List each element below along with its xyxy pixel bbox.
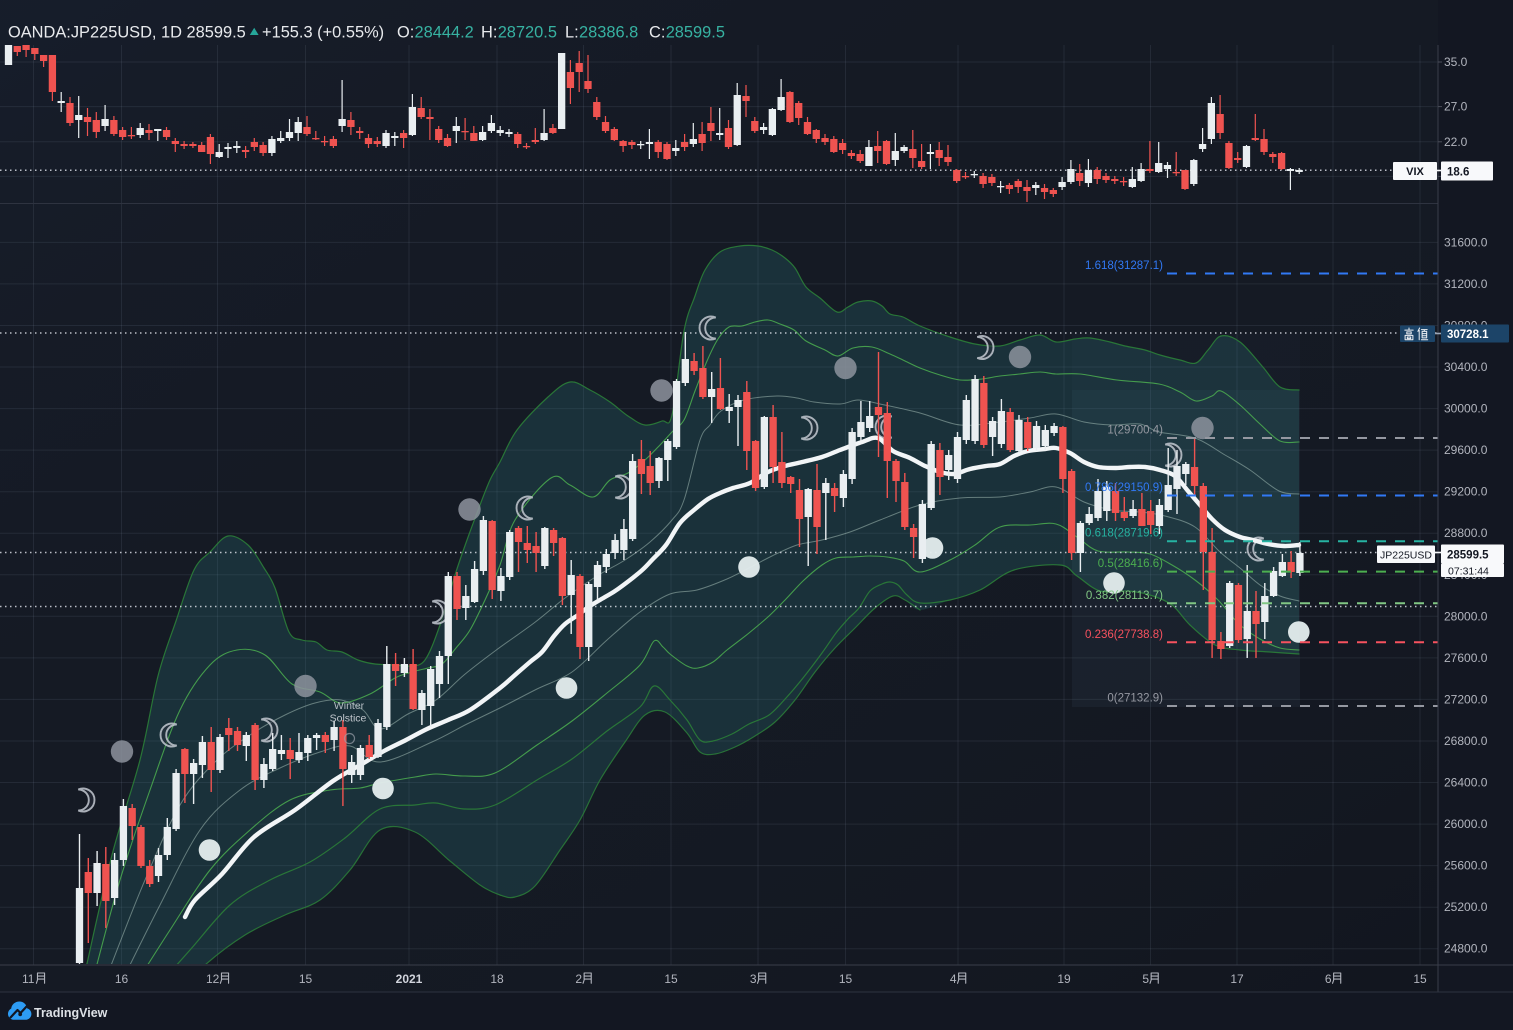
svg-text:1.618(31287.1): 1.618(31287.1) — [1085, 260, 1163, 272]
svg-text:12: 12 — [206, 972, 220, 986]
svg-text:28599.5: 28599.5 — [1447, 550, 1489, 562]
svg-text:0.618(28719.6): 0.618(28719.6) — [1085, 528, 1163, 540]
svg-text:28000.0: 28000.0 — [1444, 609, 1488, 623]
svg-text:15: 15 — [299, 972, 313, 986]
svg-text:24800.0: 24800.0 — [1444, 942, 1488, 956]
svg-text:28800.0: 28800.0 — [1444, 526, 1488, 540]
svg-text:29600.0: 29600.0 — [1444, 443, 1488, 457]
svg-text:18.6: 18.6 — [1447, 167, 1469, 179]
svg-text:O:: O: — [397, 24, 414, 42]
svg-text:0.5(28416.6): 0.5(28416.6) — [1098, 558, 1163, 570]
svg-text:25600.0: 25600.0 — [1444, 859, 1488, 873]
svg-text:18: 18 — [490, 972, 504, 986]
svg-text:22.0: 22.0 — [1444, 135, 1468, 149]
svg-text:6: 6 — [1325, 972, 1332, 986]
svg-text:4: 4 — [950, 972, 957, 986]
svg-text:30728.1: 30728.1 — [1447, 329, 1489, 341]
svg-text:27.0: 27.0 — [1444, 100, 1468, 114]
svg-text:5: 5 — [1142, 972, 1149, 986]
svg-text:07:31:44: 07:31:44 — [1448, 566, 1489, 578]
svg-text:30000.0: 30000.0 — [1444, 402, 1488, 416]
svg-text:26400.0: 26400.0 — [1444, 776, 1488, 790]
svg-text:0(27132.9): 0(27132.9) — [1107, 693, 1163, 705]
svg-text:TradingView: TradingView — [34, 1006, 108, 1020]
svg-text:26000.0: 26000.0 — [1444, 817, 1488, 831]
svg-text:L:: L: — [565, 24, 579, 42]
svg-text:0.236(27738.8): 0.236(27738.8) — [1085, 629, 1163, 641]
svg-text:27200.0: 27200.0 — [1444, 692, 1488, 706]
svg-text:11: 11 — [22, 972, 35, 986]
svg-text:29200.0: 29200.0 — [1444, 485, 1488, 499]
svg-text:15: 15 — [1413, 972, 1427, 986]
svg-text:1(29700.4): 1(29700.4) — [1107, 425, 1163, 437]
svg-text:16: 16 — [115, 972, 129, 986]
svg-text:28444.2: 28444.2 — [415, 24, 474, 42]
svg-text:VIX: VIX — [1406, 166, 1424, 178]
svg-text:3: 3 — [750, 972, 757, 986]
svg-text:28386.8: 28386.8 — [579, 24, 638, 42]
svg-text:C:: C: — [649, 24, 665, 42]
svg-text:+155.3 (+0.55%): +155.3 (+0.55%) — [262, 24, 384, 42]
svg-text:35.0: 35.0 — [1444, 55, 1468, 69]
svg-text:19: 19 — [1057, 972, 1071, 986]
svg-text:Winter: Winter — [334, 700, 365, 712]
svg-text:2021: 2021 — [396, 972, 423, 986]
svg-text:17: 17 — [1230, 972, 1244, 986]
svg-text:27600.0: 27600.0 — [1444, 651, 1488, 665]
svg-text:0.382(28113.7): 0.382(28113.7) — [1086, 590, 1163, 602]
svg-text:Solstice: Solstice — [330, 713, 367, 725]
svg-text:0.786(29150.9): 0.786(29150.9) — [1085, 482, 1163, 494]
svg-text:31600.0: 31600.0 — [1444, 235, 1488, 249]
svg-text:25200.0: 25200.0 — [1444, 900, 1488, 914]
svg-text:30400.0: 30400.0 — [1444, 360, 1488, 374]
svg-text:31200.0: 31200.0 — [1444, 277, 1488, 291]
svg-text:26800.0: 26800.0 — [1444, 734, 1488, 748]
svg-text:OANDA:JP225USD, 1D 28599.5: OANDA:JP225USD, 1D 28599.5 — [8, 24, 246, 42]
svg-text:2: 2 — [575, 972, 582, 986]
svg-text:28720.5: 28720.5 — [498, 24, 557, 42]
svg-text:15: 15 — [664, 972, 678, 986]
svg-text:H:: H: — [481, 24, 497, 42]
svg-text:JP225USD: JP225USD — [1380, 550, 1432, 562]
svg-text:15: 15 — [839, 972, 853, 986]
svg-text:28599.5: 28599.5 — [666, 24, 725, 42]
